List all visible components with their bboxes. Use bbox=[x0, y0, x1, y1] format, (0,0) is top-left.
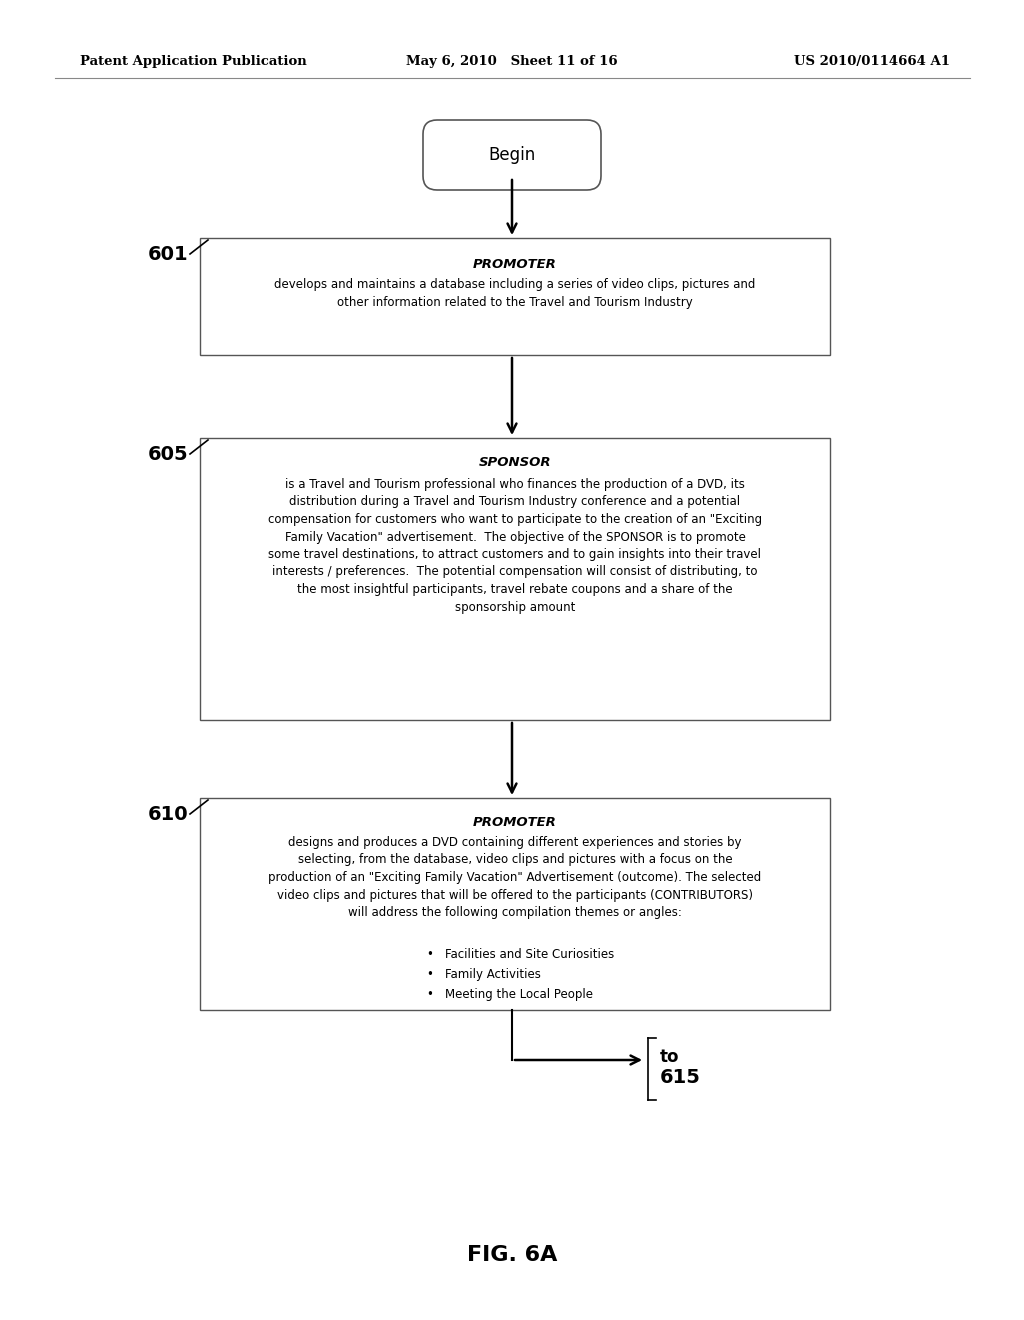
Text: May 6, 2010   Sheet 11 of 16: May 6, 2010 Sheet 11 of 16 bbox=[407, 55, 617, 69]
Text: to: to bbox=[660, 1048, 680, 1067]
Text: 601: 601 bbox=[147, 246, 188, 264]
Text: •: • bbox=[427, 968, 433, 981]
Text: Family Activities: Family Activities bbox=[445, 968, 541, 981]
FancyBboxPatch shape bbox=[423, 120, 601, 190]
Text: •: • bbox=[427, 948, 433, 961]
Text: develops and maintains a database including a series of video clips, pictures an: develops and maintains a database includ… bbox=[274, 279, 756, 309]
Text: is a Travel and Tourism professional who finances the production of a DVD, its
d: is a Travel and Tourism professional who… bbox=[268, 478, 762, 614]
Text: US 2010/0114664 A1: US 2010/0114664 A1 bbox=[794, 55, 950, 69]
Text: Meeting the Local People: Meeting the Local People bbox=[445, 987, 593, 1001]
Text: PROMOTER: PROMOTER bbox=[473, 257, 557, 271]
Text: PROMOTER: PROMOTER bbox=[473, 816, 557, 829]
Text: FIG. 6A: FIG. 6A bbox=[467, 1245, 557, 1265]
Text: •: • bbox=[427, 987, 433, 1001]
Bar bbox=[200, 238, 830, 355]
Text: 610: 610 bbox=[147, 805, 188, 824]
Text: designs and produces a DVD containing different experiences and stories by
selec: designs and produces a DVD containing di… bbox=[268, 836, 762, 919]
Text: Patent Application Publication: Patent Application Publication bbox=[80, 55, 307, 69]
Text: 615: 615 bbox=[660, 1068, 700, 1086]
Text: SPONSOR: SPONSOR bbox=[478, 455, 551, 469]
Text: Begin: Begin bbox=[488, 147, 536, 164]
Text: Facilities and Site Curiosities: Facilities and Site Curiosities bbox=[445, 948, 614, 961]
Text: 605: 605 bbox=[147, 445, 188, 465]
Bar bbox=[200, 799, 830, 1010]
Bar bbox=[200, 438, 830, 719]
